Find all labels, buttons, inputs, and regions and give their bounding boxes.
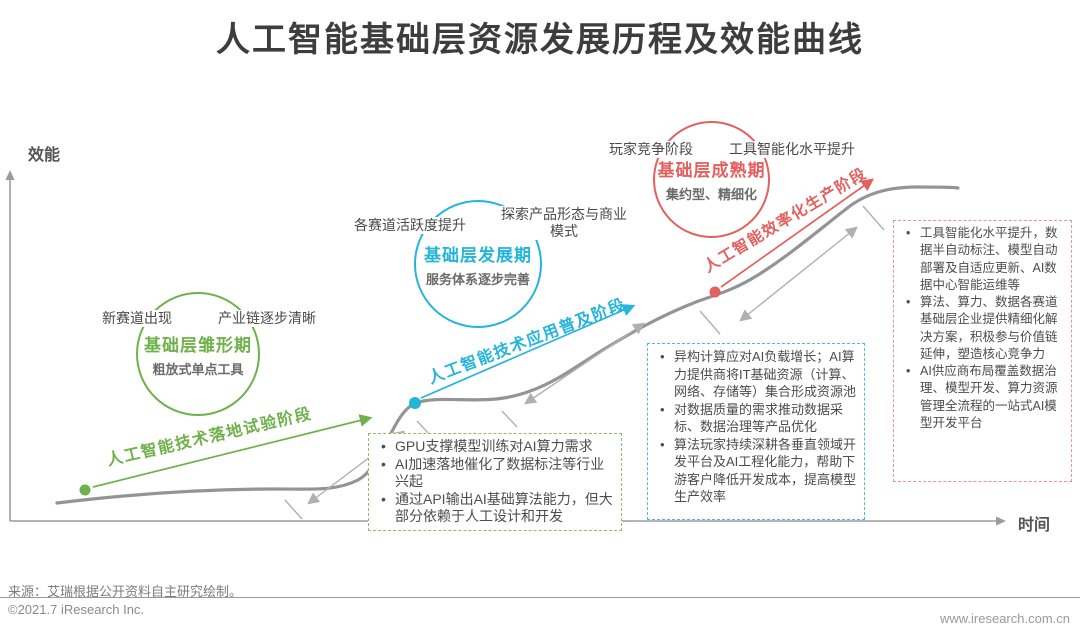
stage3-circle-subtitle: 集约型、精细化 [665,187,757,202]
stage1-label-left: 新赛道出现 [100,310,174,327]
y-axis-arrow-icon [5,170,15,180]
footer-divider [0,597,1080,598]
stage3-bullet-list: 工具智能化水平提升，数据半自动标注、模型自动部署及自适应更新、AI数据中心智能运… [894,221,1071,436]
span-arrow-2 [524,322,645,405]
website: www.iresearch.com.cn [939,611,1070,626]
stage1-arrow [92,414,373,488]
stage1-label-right: 产业链逐步清晰 [216,310,318,327]
bullet-item: 算法、算力、数据各赛道基础层企业提供精细化解决方案，积极参与价值链延伸，塑造核心… [902,294,1063,363]
bullet-item: AI加速落地催化了数据标注等行业兴起 [377,456,613,491]
stage2-circle-subtitle: 服务体系逐步完善 [425,271,530,287]
bullet-item: 对数据质量的需求推动数据采标、数据治理等产品优化 [656,401,856,436]
bullet-item: 异构计算应对AI负载增长；AI算力提供商将IT基础资源（计算、网络、存储等）集合… [656,348,856,401]
bullet-item: AI供应商布局覆盖数据治理、模型开发、算力资源管理全流程的一站式AI模型开发平台 [902,363,1063,432]
stage3-dot [709,286,721,298]
x-axis-label: 时间 [1018,517,1051,534]
stage3-circle-title: 基础层成熟期 [657,161,766,180]
stage2-circle-title: 基础层发展期 [424,245,532,265]
span-arrow-3 [739,226,858,322]
bullet-item: 算法玩家持续深耕各垂直领域开发平台及AI工程化能力，帮助下游客户降低开发成本，提… [656,436,856,506]
bullet-item: GPU支撑模型训练对AI算力需求 [377,438,613,456]
stage2-note-box: 异构计算应对AI负载增长；AI算力提供商将IT基础资源（计算、网络、存储等）集合… [647,343,865,520]
stage2-dot [409,397,421,409]
stage2-label-right: 探索产品形态与商业模式 [499,206,629,240]
y-axis-label: 效能 [28,147,61,164]
bullet-item: 通过API输出AI基础算法能力，但大部分依赖于人工设计和开发 [377,491,613,526]
stage1-note-box: GPU支撑模型训练对AI算力需求AI加速落地催化了数据标注等行业兴起通过API输… [368,433,622,531]
stage2-circle: 基础层发展期 服务体系逐步完善 [414,200,542,328]
stage1-circle-subtitle: 粗放式单点工具 [152,361,244,377]
bullet-item: 工具智能化水平提升，数据半自动标注、模型自动部署及自适应更新、AI数据中心智能运… [902,225,1063,294]
stage3-arrow [720,178,875,288]
stage1-circle: 基础层雏形期 粗放式单点工具 [136,292,260,416]
stage3-note-box: 工具智能化水平提升，数据半自动标注、模型自动部署及自适应更新、AI数据中心智能运… [893,220,1072,482]
stage1-dot [79,484,91,496]
copyright: ©2021.7 iResearch Inc. [8,602,145,617]
stage2-label-left: 各赛道活跃度提升 [352,217,468,234]
page-title: 人工智能基础层资源发展历程及效能曲线 [216,21,864,59]
source-note: 来源：艾瑞根据公开资料自主研究绘制。 [8,584,243,599]
stage3-label-right: 工具智能化水平提升 [727,141,857,158]
stage2-arrow [420,304,636,399]
stage3-label-left: 玩家竞争阶段 [607,141,695,158]
x-axis-arrow-icon [996,516,1006,526]
stage1-bullet-list: GPU支撑模型训练对AI算力需求AI加速落地催化了数据标注等行业兴起通过API输… [369,434,621,530]
stage3-circle: 基础层成熟期 集约型、精细化 [653,121,770,238]
stage2-bullet-list: 异构计算应对AI负载增长；AI算力提供商将IT基础资源（计算、网络、存储等）集合… [648,344,864,510]
stage1-circle-title: 基础层雏形期 [144,335,252,355]
